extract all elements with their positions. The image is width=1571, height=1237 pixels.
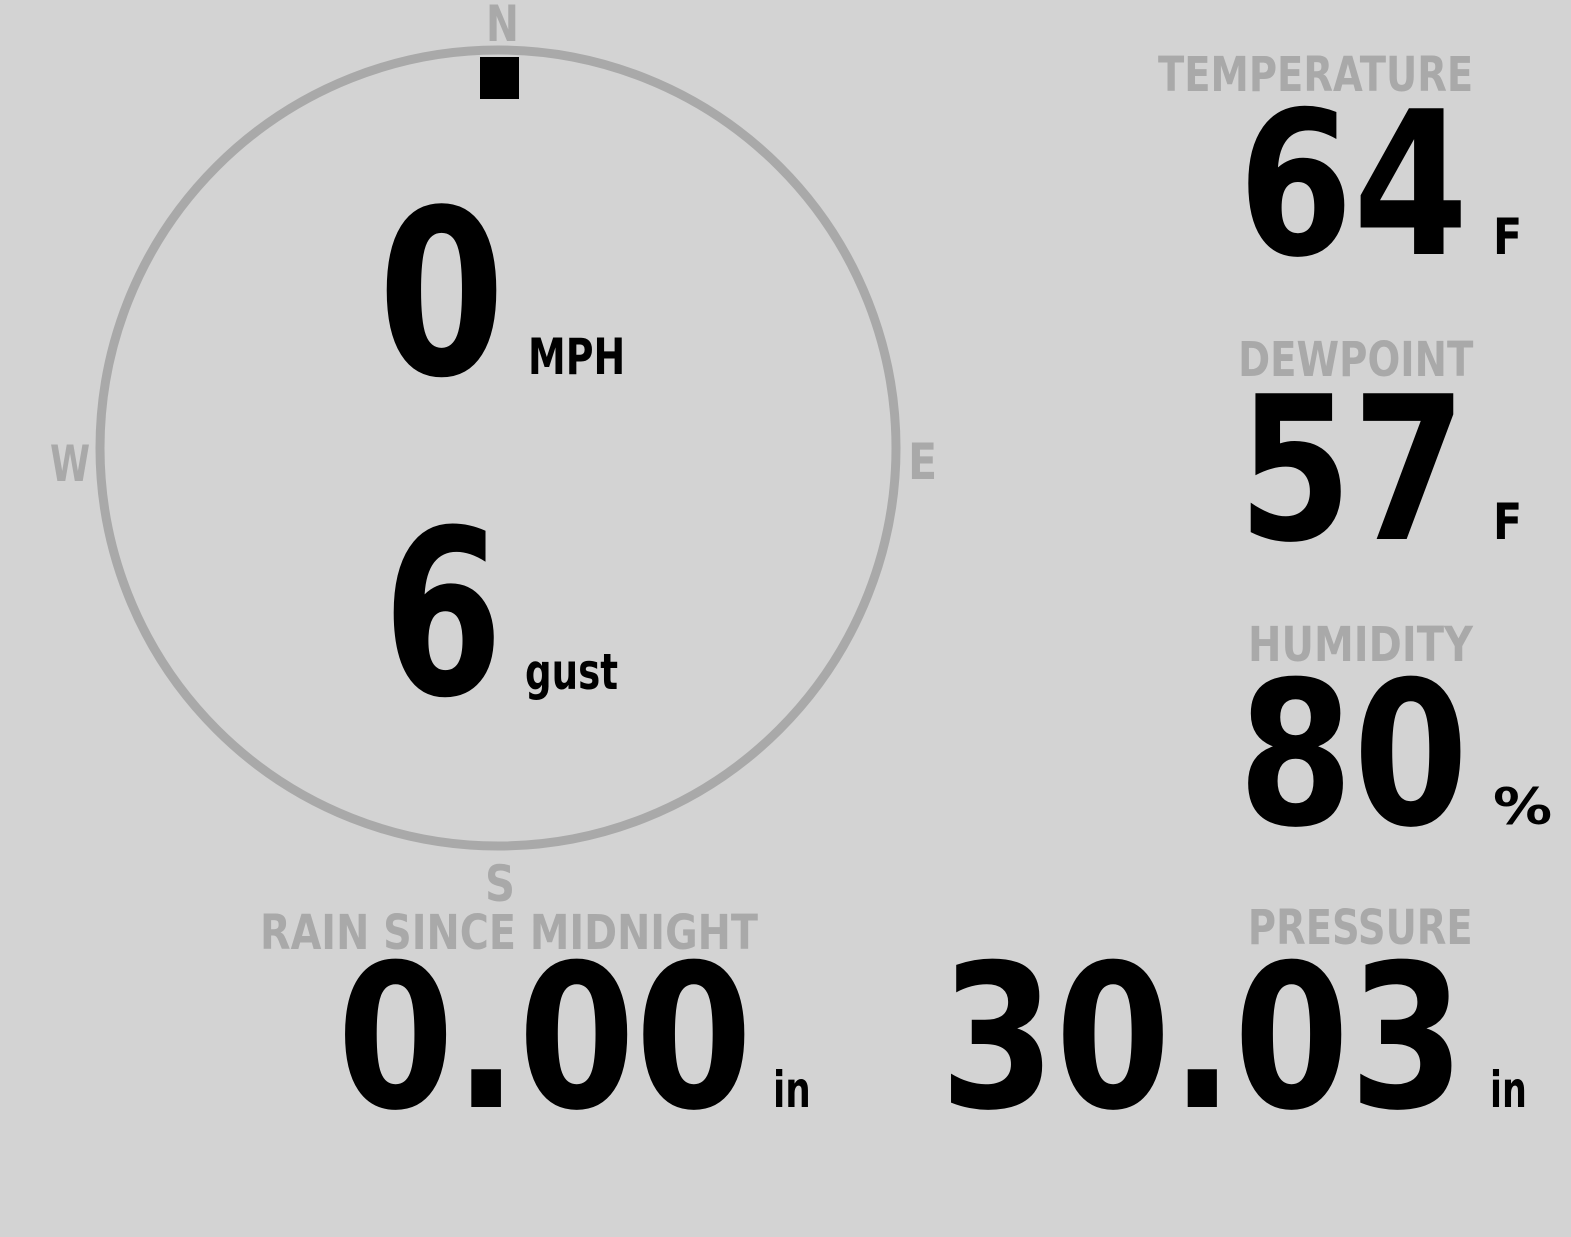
temperature-value: 64 xyxy=(1237,69,1468,302)
temperature-unit: F xyxy=(1493,208,1523,266)
humidity-label: HUMIDITY xyxy=(1248,617,1473,673)
wind-speed-unit: MPH xyxy=(528,328,626,386)
compass-ring xyxy=(95,45,901,851)
compass-south: S xyxy=(485,855,516,913)
wind-direction-marker xyxy=(480,57,519,99)
pressure-unit: in xyxy=(1490,1061,1527,1119)
rain-value: 0.00 xyxy=(337,922,753,1155)
humidity-value: 80 xyxy=(1237,639,1468,872)
compass-north: N xyxy=(486,0,519,53)
pressure-label: PRESSURE xyxy=(1248,900,1473,956)
dewpoint-label: DEWPOINT xyxy=(1237,332,1473,388)
compass-west: W xyxy=(50,435,91,493)
pressure-value: 30.03 xyxy=(940,922,1465,1155)
wind-speed-value: 0 xyxy=(378,162,506,429)
humidity-unit: % xyxy=(1493,778,1553,836)
rain-unit: in xyxy=(773,1061,811,1119)
temperature-label: TEMPERATURE xyxy=(1157,47,1473,103)
compass-east: E xyxy=(908,433,938,491)
dewpoint-value: 57 xyxy=(1237,354,1466,587)
rain-label: RAIN SINCE MIDNIGHT xyxy=(260,905,758,961)
wind-gust-value: 6 xyxy=(383,482,504,749)
wind-gust-label: gust xyxy=(525,643,619,701)
dewpoint-unit: F xyxy=(1493,493,1523,551)
